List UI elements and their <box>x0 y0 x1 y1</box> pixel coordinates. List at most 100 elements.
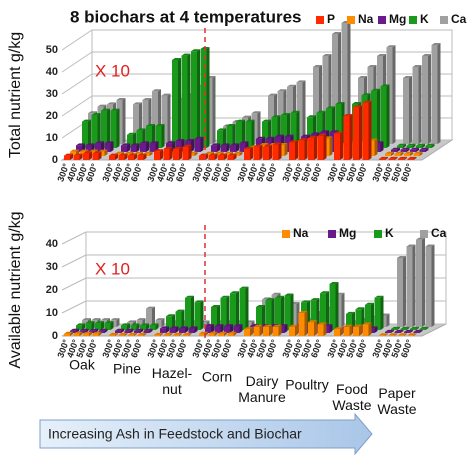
bar-top <box>155 124 165 126</box>
bar <box>95 323 101 330</box>
bar-side <box>143 332 147 336</box>
bar <box>298 140 305 160</box>
bar-side <box>101 321 104 330</box>
bar-top <box>412 65 422 67</box>
bar-top <box>371 88 380 91</box>
bar <box>394 331 401 333</box>
bar <box>95 143 101 152</box>
bar <box>115 330 121 333</box>
grid-line <box>61 29 93 51</box>
bar <box>289 326 295 336</box>
bar-top <box>281 113 290 115</box>
bar <box>218 155 224 160</box>
bar <box>173 334 179 336</box>
bar-side <box>160 332 163 336</box>
bar <box>371 90 377 148</box>
bar <box>230 145 236 152</box>
bar <box>332 34 338 144</box>
bar-side <box>340 131 343 160</box>
y-axis-label: Total nutrient g/kg <box>7 32 24 158</box>
legend-swatch <box>316 16 324 24</box>
bar <box>343 326 350 336</box>
bar <box>118 334 125 336</box>
bar <box>64 333 70 336</box>
bar-top <box>287 84 296 87</box>
bar-top <box>416 143 425 146</box>
bar-side <box>224 331 227 336</box>
bar-side <box>152 306 155 327</box>
bar-top <box>365 302 374 305</box>
bar-top <box>346 311 355 314</box>
bar-side <box>101 141 104 152</box>
chart-title: 8 biochars at 4 temperatures <box>70 7 301 26</box>
bar-side <box>200 136 204 152</box>
bar-top <box>358 76 367 78</box>
bar-side <box>412 143 416 148</box>
bar <box>275 297 281 330</box>
bar-side <box>169 332 173 336</box>
bar <box>413 331 420 333</box>
bar-side <box>329 136 333 156</box>
bar-side <box>79 331 83 336</box>
bar <box>83 333 89 336</box>
bar-top <box>253 324 263 327</box>
bar-top <box>275 134 284 137</box>
bar <box>194 302 201 330</box>
bar-top <box>298 138 308 141</box>
bar-top <box>326 106 335 109</box>
bar <box>410 328 416 330</box>
bar-top <box>233 151 243 154</box>
bar-side <box>166 326 169 333</box>
bar-side <box>161 124 165 148</box>
bar-top <box>89 328 98 331</box>
bar-side <box>281 295 284 330</box>
bar-top <box>79 149 89 152</box>
bar <box>346 313 352 330</box>
bar-side <box>143 153 147 160</box>
bar-top <box>107 102 116 105</box>
bar-side <box>410 329 413 333</box>
bar-top <box>127 132 136 135</box>
bar-top <box>163 332 173 335</box>
bar-top <box>191 49 200 52</box>
bar-side <box>404 333 407 336</box>
bar <box>317 135 324 160</box>
bar <box>308 138 314 160</box>
bar-side <box>259 144 263 160</box>
bar <box>385 331 391 333</box>
legend-label: Na <box>358 12 374 26</box>
bar-side <box>236 291 239 330</box>
bar-side <box>374 326 378 333</box>
bar <box>64 155 70 160</box>
bar <box>298 313 305 336</box>
bar-side <box>134 153 137 160</box>
bar <box>175 311 182 330</box>
bar-side <box>284 143 288 156</box>
bar-top <box>92 151 102 154</box>
bar-side <box>233 153 237 160</box>
bar-side <box>250 147 253 160</box>
bar-side <box>146 323 149 330</box>
bar-side <box>191 295 194 330</box>
bar-top <box>163 147 173 149</box>
bar-side <box>416 326 419 330</box>
bar-top <box>386 45 396 48</box>
bar-top <box>109 153 118 156</box>
bar-side <box>160 149 163 160</box>
bar-side <box>121 328 124 333</box>
bar <box>263 326 269 336</box>
bar-top <box>134 328 143 331</box>
bar <box>152 91 158 144</box>
bar <box>329 284 336 330</box>
bar-top <box>334 131 343 134</box>
bar <box>130 145 137 152</box>
bar <box>404 153 410 156</box>
bar-side <box>115 332 118 336</box>
y-tick-label: 50 <box>46 44 58 56</box>
bar-side <box>403 256 406 327</box>
bar-top <box>290 110 300 113</box>
bar-top <box>362 100 372 103</box>
bar-side <box>104 149 108 156</box>
bar <box>322 56 329 144</box>
bar <box>220 145 227 152</box>
